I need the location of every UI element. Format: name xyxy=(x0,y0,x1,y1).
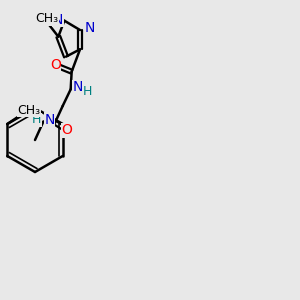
Text: H: H xyxy=(53,11,62,24)
Text: H: H xyxy=(32,113,41,126)
Text: O: O xyxy=(61,123,72,137)
Text: CH₃: CH₃ xyxy=(18,103,41,116)
Text: N: N xyxy=(85,21,95,35)
Text: CH₃: CH₃ xyxy=(35,12,58,25)
Text: H: H xyxy=(83,85,92,98)
Text: N: N xyxy=(53,13,63,27)
Text: O: O xyxy=(50,58,61,72)
Text: N: N xyxy=(44,113,55,127)
Text: N: N xyxy=(73,80,83,94)
